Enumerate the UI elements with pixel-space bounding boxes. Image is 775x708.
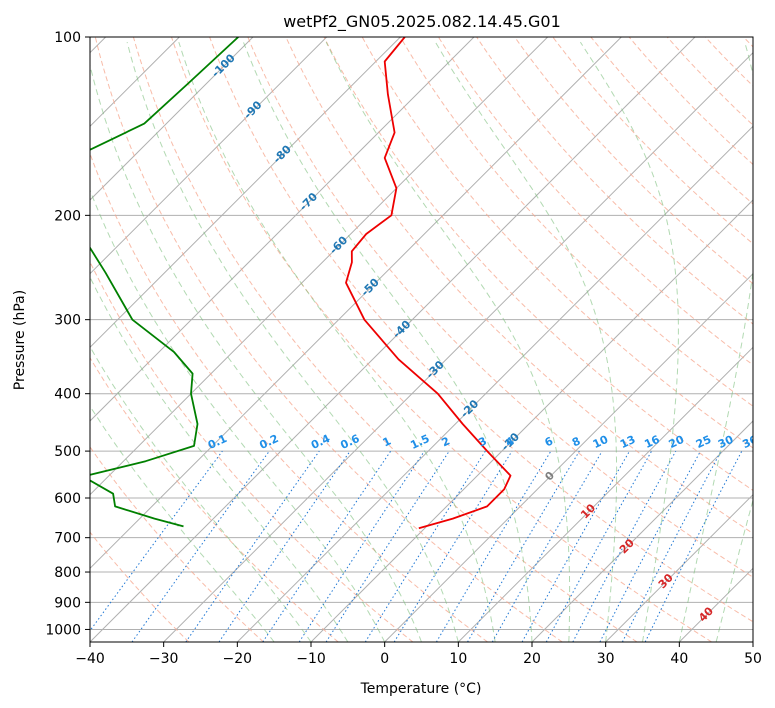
axis-layer: −40 −30 −20 −10 0 10 20 30 40 50 1000 900 800 700 600 5… <box>45 30 762 667</box>
mixing-ratio-line <box>262 450 392 642</box>
x-axis-label: Temperature (°C) <box>360 681 482 697</box>
x-tick-label: 20 <box>523 651 541 667</box>
mixing-ratio-label: 25 <box>694 433 713 451</box>
y-tick-label: 200 <box>54 208 81 224</box>
isotherm-line <box>163 51 753 642</box>
moist-adiabat-line <box>715 498 753 642</box>
mixing-ratio-line <box>599 450 701 642</box>
y-tick-label: 900 <box>54 595 81 611</box>
mixing-ratio-line <box>572 450 677 642</box>
mixing-ratio-label: 30 <box>716 433 736 451</box>
y-tick-label: 1000 <box>45 622 81 638</box>
plot-grid-layer <box>90 37 753 642</box>
moist-adiabat-line <box>178 41 496 642</box>
dry-adiabat-line <box>285 37 753 535</box>
plot-data-layer <box>90 37 512 530</box>
isotherm-line <box>531 420 753 642</box>
temperature-profile-line <box>345 37 512 530</box>
moist-adiabat-line <box>434 41 618 642</box>
y-tick-label: 500 <box>54 444 81 460</box>
mixing-ratio-line <box>90 450 223 632</box>
mixing-ratio-line <box>545 450 653 642</box>
dry-adiabat-line <box>94 37 563 642</box>
isotherm-line <box>90 37 254 201</box>
mixing-ratio-label: 36 <box>740 433 760 451</box>
x-tick-label: −10 <box>296 651 326 667</box>
dry-adiabat-line <box>552 37 753 245</box>
y-tick-label: 400 <box>54 387 81 403</box>
moist-adiabat-line <box>242 41 533 642</box>
isotherm-line <box>90 37 622 570</box>
dry-adiabat-line <box>90 260 414 642</box>
isotherm-line <box>90 37 475 422</box>
x-tick-label: −20 <box>223 651 253 667</box>
moist-adiabat-line <box>579 41 679 642</box>
mixing-ratio-label: 10 <box>591 433 611 451</box>
dry-adiabat-line <box>90 356 339 642</box>
isotherm-line <box>90 37 401 349</box>
x-tick-label: 40 <box>670 651 688 667</box>
dry-adiabat-line <box>90 531 190 642</box>
dry-adiabat-line <box>209 37 753 623</box>
x-tick-label: −40 <box>75 651 105 667</box>
isotherm-line <box>236 125 753 642</box>
y-tick-label: 600 <box>54 491 81 507</box>
y-tick-label: 300 <box>54 313 81 329</box>
mixing-ratio-line <box>131 450 270 642</box>
dewpoint-profile-line <box>90 37 239 528</box>
mixing-ratio-label: 20 <box>667 433 687 451</box>
mixing-ratio-line <box>218 450 351 642</box>
y-tick-label: 100 <box>54 30 81 46</box>
mixing-ratio-line <box>435 450 552 642</box>
y-tick-label: 800 <box>54 565 81 581</box>
isotherm-line <box>457 346 753 642</box>
mixing-ratio-line <box>621 450 722 642</box>
x-tick-label: 0 <box>380 651 389 667</box>
mixing-ratio-line <box>325 450 450 642</box>
dry-adiabat-line <box>361 37 753 449</box>
isotherm-line <box>384 272 753 642</box>
plot-frame <box>89 36 754 643</box>
dry-adiabat-line <box>437 37 753 366</box>
mixing-ratio-line <box>298 450 425 642</box>
mixing-ratio-line <box>644 450 743 642</box>
moist-adiabat-line <box>678 41 753 642</box>
moist-adiabat-line <box>90 63 422 642</box>
dry-adiabat-line <box>476 37 753 325</box>
moist-adiabat-line <box>90 276 349 642</box>
mixing-ratio-label: 16 <box>642 433 662 451</box>
x-tick-label: 30 <box>597 651 615 667</box>
isotherm-line <box>90 37 328 275</box>
isotherm-line <box>605 493 753 642</box>
isotherm-line <box>90 37 549 496</box>
x-tick-label: −30 <box>149 651 179 667</box>
x-tick-label: 10 <box>449 651 467 667</box>
y-tick-label: 700 <box>54 531 81 547</box>
dry-adiabat-line <box>590 37 753 205</box>
mixing-ratio-line <box>185 450 320 642</box>
chart-title: wetPf2_GN05.2025.082.14.45.G01 <box>283 12 561 32</box>
dry-adiabat-line <box>399 37 753 407</box>
mixing-ratio-line <box>467 450 580 642</box>
x-tick-label: 50 <box>744 651 762 667</box>
moist-adiabat-line <box>90 345 312 642</box>
dry-adiabat-line <box>323 37 753 491</box>
moist-adiabat-line <box>90 405 275 642</box>
dry-adiabat-line <box>171 37 712 642</box>
y-axis-label: Pressure (hPa) <box>12 290 28 390</box>
dry-adiabat-line <box>132 37 638 642</box>
mixing-ratio-label: 13 <box>618 433 637 451</box>
mixing-ratio-line <box>491 450 603 642</box>
moist-adiabat-line <box>325 41 571 642</box>
moist-adiabat-line <box>126 41 459 642</box>
